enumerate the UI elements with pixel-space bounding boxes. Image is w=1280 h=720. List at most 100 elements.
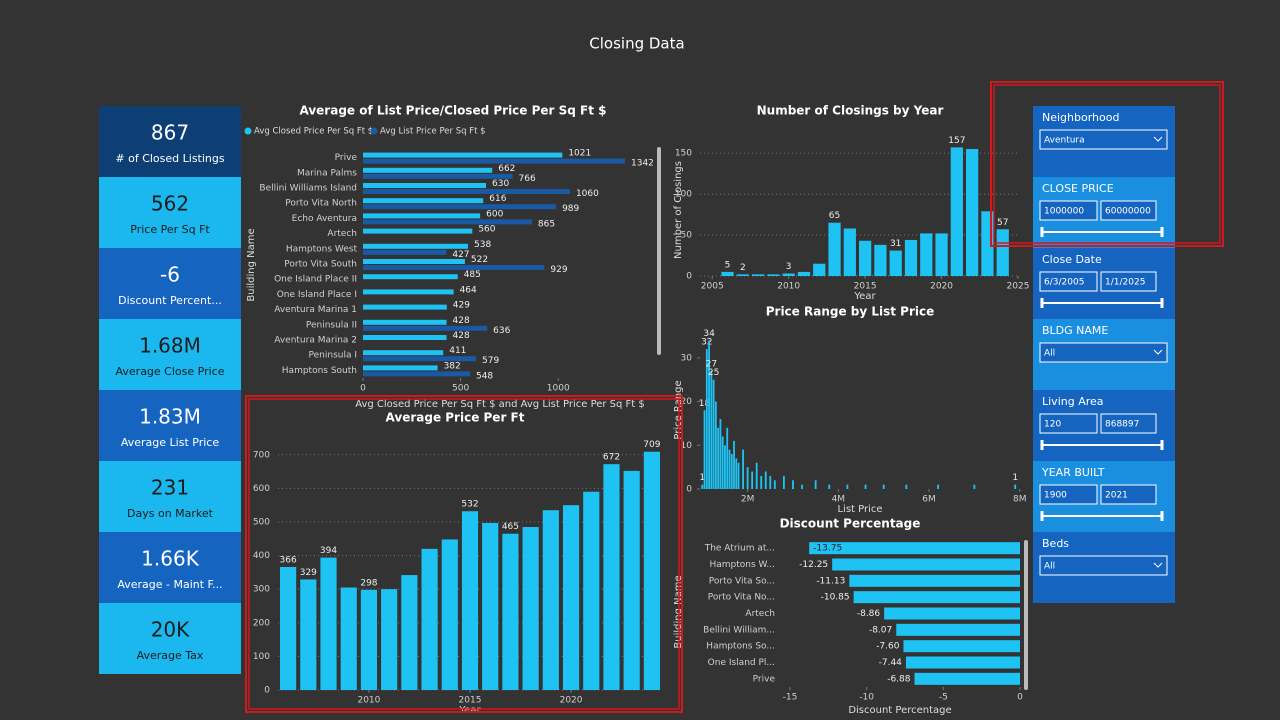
range-input[interactable] bbox=[1100, 200, 1157, 221]
chart-title: Average Price Per Ft bbox=[386, 411, 525, 425]
bar bbox=[950, 147, 963, 276]
bar bbox=[708, 340, 710, 489]
data-label: 1021 bbox=[568, 149, 591, 159]
bar bbox=[864, 484, 867, 489]
y-tick-label: Porto Vita South bbox=[284, 260, 357, 270]
y-tick-label: Echo Aventura bbox=[292, 214, 357, 224]
bar bbox=[583, 491, 600, 690]
bar bbox=[363, 319, 447, 325]
range-input[interactable] bbox=[1039, 484, 1098, 505]
chart-title: Number of Closings by Year bbox=[757, 104, 944, 118]
y-tick-label: Aventura Marina 1 bbox=[274, 305, 357, 315]
bar bbox=[363, 350, 444, 356]
y-tick-label: Hamptons So... bbox=[706, 642, 775, 652]
data-label: 34 bbox=[703, 329, 715, 339]
range-input[interactable] bbox=[1100, 271, 1157, 292]
y-tick-label: One Island Place I bbox=[277, 290, 357, 300]
bar bbox=[746, 467, 749, 489]
range-max: 1/1/2025 bbox=[1105, 278, 1145, 288]
x-tick-label: 0 bbox=[360, 384, 366, 394]
bar bbox=[724, 445, 726, 489]
y-tick-label: 400 bbox=[253, 551, 270, 561]
y-tick-label: Prive bbox=[753, 674, 776, 684]
data-label: 32 bbox=[701, 338, 712, 348]
data-label: 25 bbox=[708, 368, 719, 378]
dropdown[interactable] bbox=[1039, 555, 1168, 576]
scrollbar[interactable] bbox=[657, 147, 661, 355]
kpi-card bbox=[99, 319, 241, 390]
x-axis-label: Avg Closed Price Per Sq Ft $ and Avg Lis… bbox=[355, 399, 645, 410]
range-input[interactable] bbox=[1039, 200, 1098, 221]
range-input[interactable] bbox=[1039, 271, 1098, 292]
bar bbox=[767, 274, 780, 276]
bar bbox=[797, 271, 811, 276]
range-input[interactable] bbox=[1100, 484, 1157, 505]
x-axis-label: Year bbox=[458, 705, 481, 716]
data-label: 429 bbox=[453, 301, 470, 311]
data-label: 532 bbox=[461, 500, 478, 510]
kpi-label: # of Closed Listings bbox=[115, 152, 224, 165]
bar bbox=[764, 471, 767, 489]
kpi-card bbox=[99, 532, 241, 603]
y-tick-label: The Atrium at... bbox=[704, 544, 775, 554]
x-tick-label: 2020 bbox=[560, 696, 583, 706]
data-label: 1342 bbox=[631, 159, 654, 169]
bar bbox=[896, 623, 1020, 636]
range-input[interactable] bbox=[1039, 413, 1098, 434]
bar bbox=[363, 265, 545, 270]
bar bbox=[735, 458, 738, 489]
bar bbox=[705, 349, 708, 489]
x-tick-label: 2010 bbox=[357, 696, 380, 706]
data-label: 65 bbox=[829, 211, 840, 221]
bar bbox=[792, 480, 794, 489]
bar bbox=[751, 471, 754, 489]
x-tick-label: 1000 bbox=[547, 384, 570, 394]
data-label: 2 bbox=[740, 263, 746, 273]
bar bbox=[782, 273, 795, 276]
x-tick-label: 2M bbox=[741, 495, 755, 505]
data-label: 57 bbox=[997, 218, 1008, 228]
y-tick-label: Hamptons W... bbox=[709, 560, 775, 570]
slicer-title: Close Date bbox=[1042, 253, 1102, 266]
bar bbox=[710, 370, 713, 489]
data-label: 548 bbox=[476, 371, 493, 381]
y-tick-label: 150 bbox=[675, 149, 692, 159]
bar bbox=[736, 274, 749, 276]
bar bbox=[773, 480, 776, 489]
data-label: 600 bbox=[486, 209, 503, 219]
dropdown[interactable] bbox=[1039, 129, 1168, 150]
scrollbar[interactable] bbox=[1024, 540, 1028, 690]
data-label: 5 bbox=[725, 260, 731, 270]
data-label: 579 bbox=[482, 356, 499, 366]
range-input[interactable] bbox=[1100, 413, 1157, 434]
bar bbox=[889, 250, 902, 276]
bar bbox=[502, 533, 519, 690]
highlight-box bbox=[248, 398, 680, 710]
bar bbox=[280, 567, 297, 690]
chevron bbox=[1153, 136, 1163, 142]
chart-title: Average of List Price/Closed Price Per S… bbox=[299, 104, 606, 118]
range-min: 6/3/2005 bbox=[1044, 278, 1084, 288]
kpi-card bbox=[99, 248, 241, 319]
bar bbox=[363, 304, 447, 310]
bar bbox=[935, 233, 948, 276]
slicer-title: Living Area bbox=[1042, 395, 1104, 408]
data-label: 27 bbox=[706, 359, 717, 369]
kpi-value: -6 bbox=[160, 263, 180, 287]
dropdown[interactable] bbox=[1039, 342, 1168, 363]
y-tick-label: Peninsula I bbox=[309, 351, 357, 361]
x-tick-label: 0 bbox=[1017, 693, 1023, 703]
slicer-title: Beds bbox=[1042, 537, 1069, 550]
bar bbox=[846, 484, 849, 489]
data-label: 929 bbox=[550, 265, 567, 275]
bar bbox=[853, 591, 1020, 604]
data-label: 662 bbox=[498, 164, 515, 174]
highlight-box bbox=[990, 81, 1224, 247]
dropdown-value: Aventura bbox=[1044, 136, 1085, 146]
data-label: -13.75 bbox=[813, 544, 842, 554]
kpi-value: 1.68M bbox=[139, 334, 201, 358]
bar bbox=[832, 558, 1020, 571]
bar bbox=[882, 484, 885, 489]
bar bbox=[751, 274, 765, 276]
